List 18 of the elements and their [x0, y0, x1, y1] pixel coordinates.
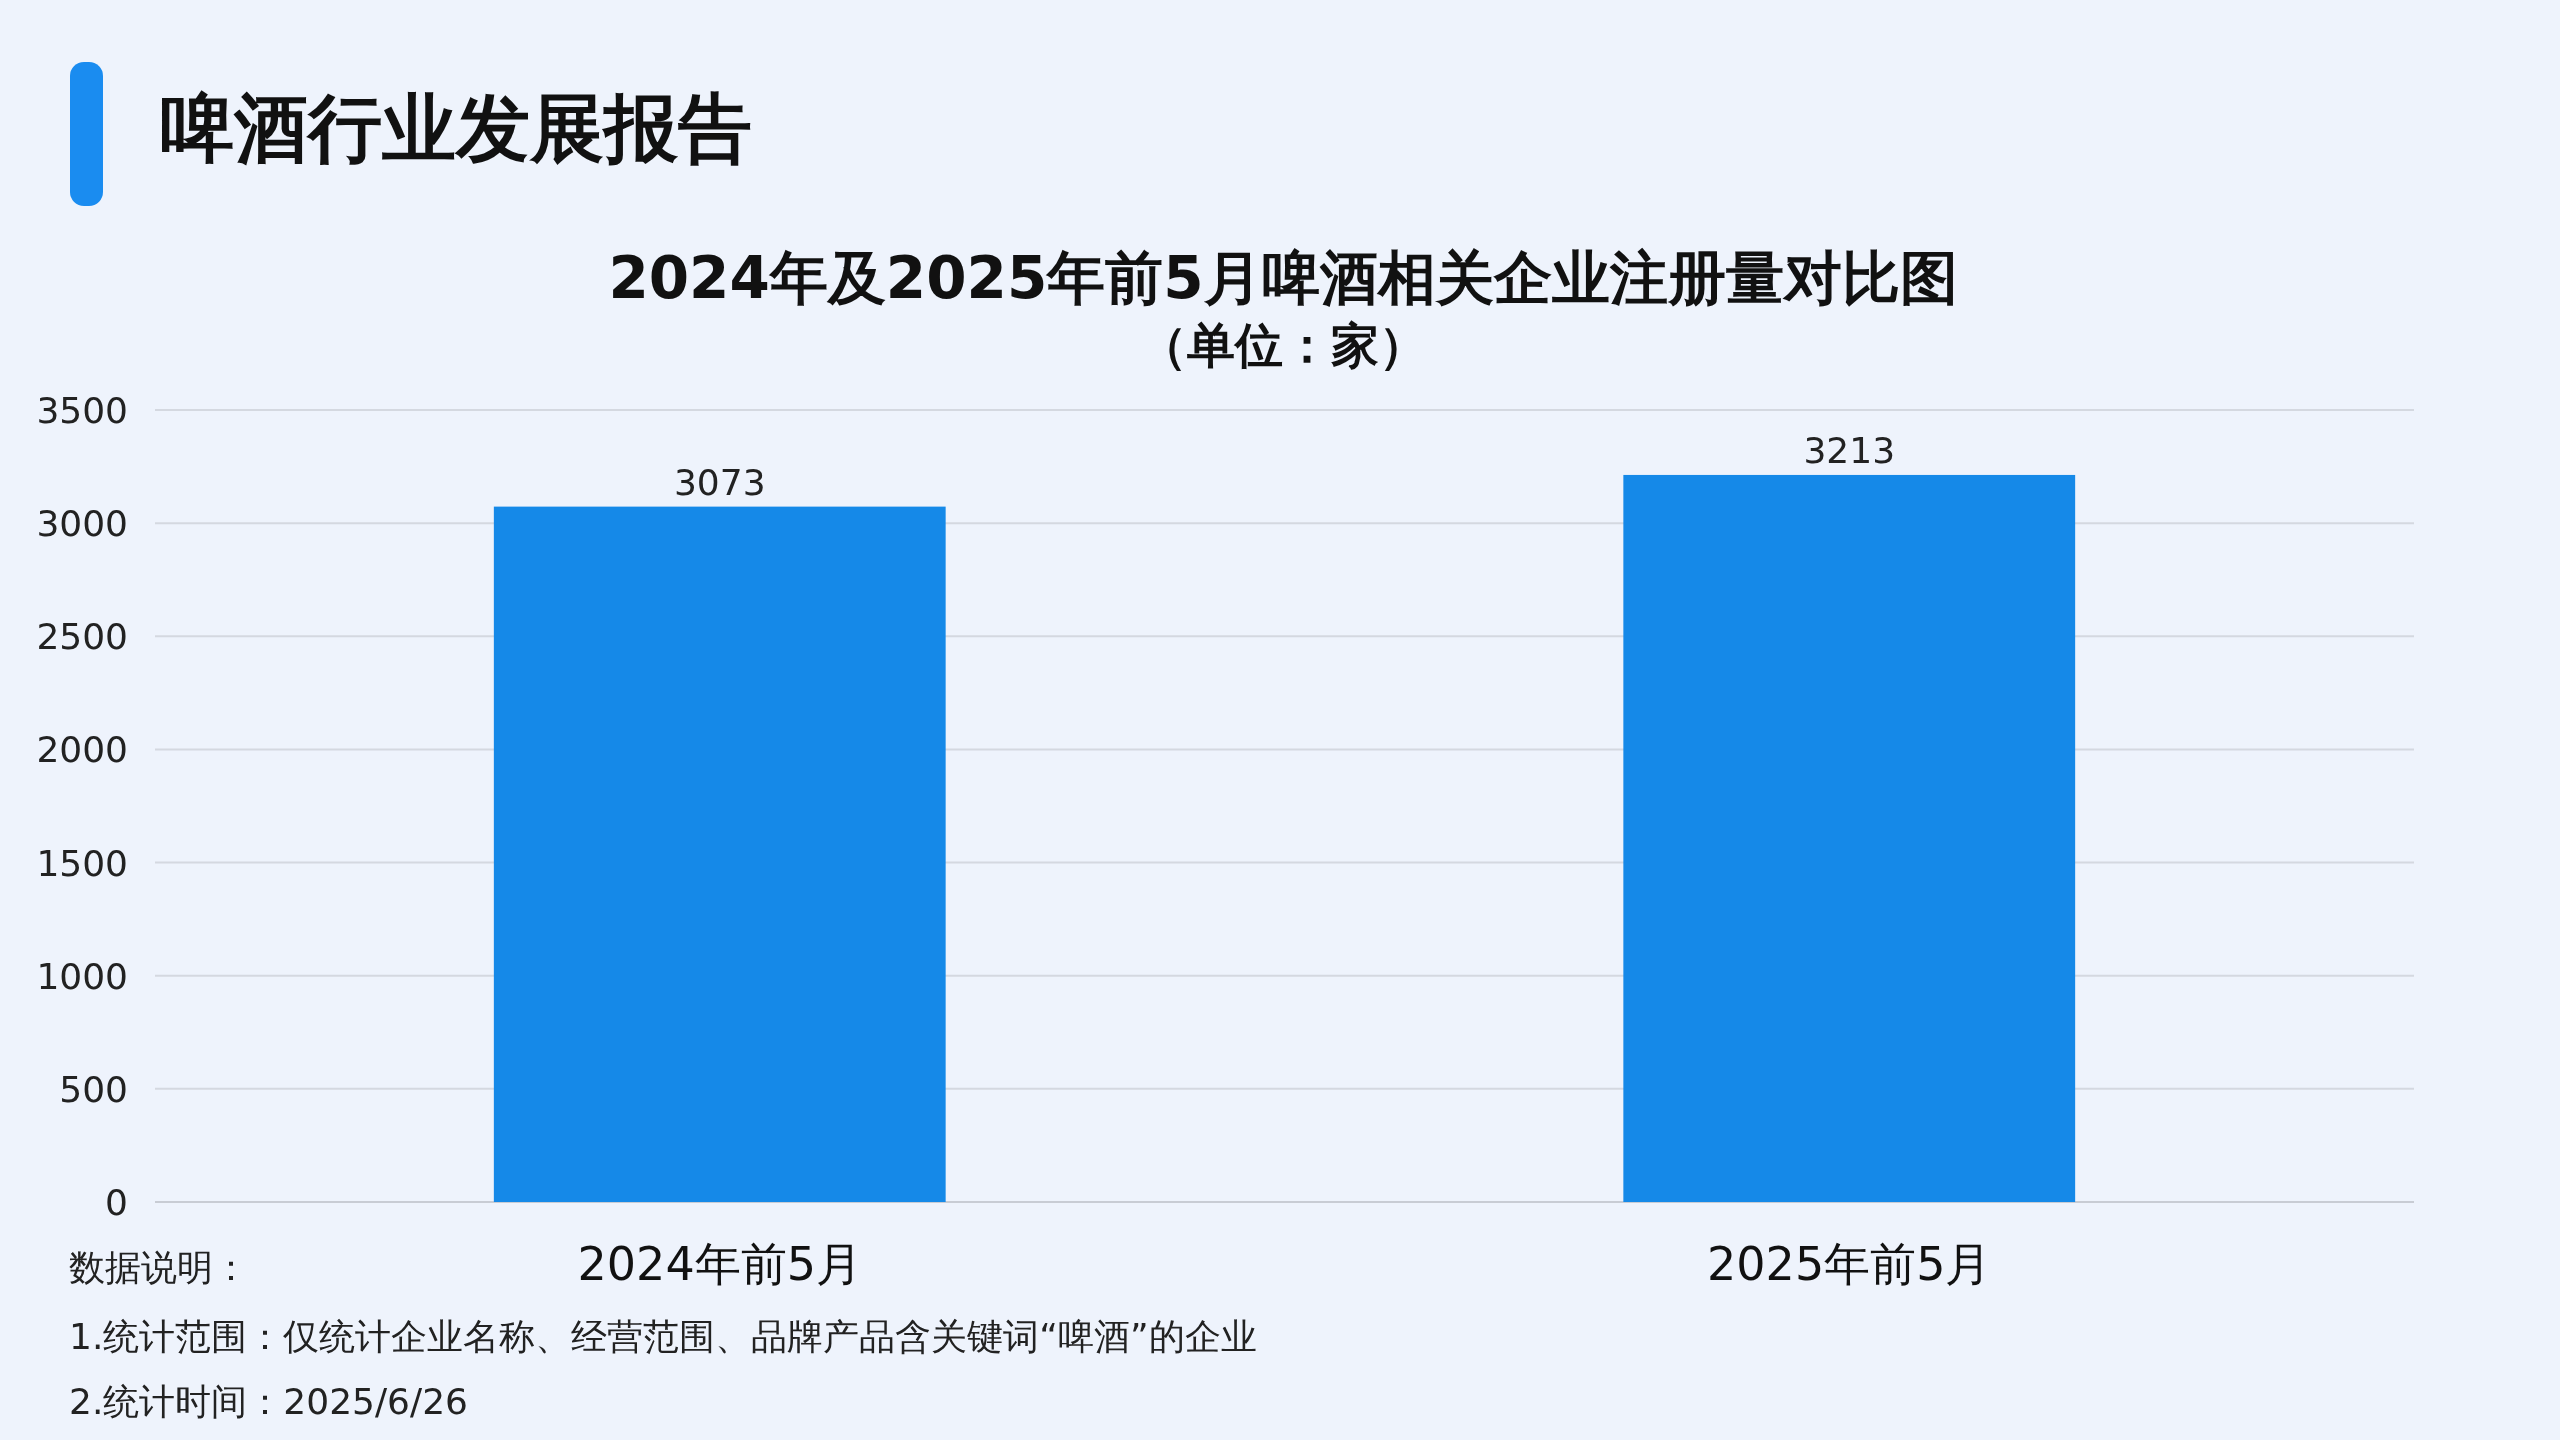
y-tick-label: 500	[59, 1068, 128, 1110]
y-tick-label: 3500	[36, 390, 128, 431]
chart-subtitle: （单位：家）	[1139, 317, 1427, 373]
data-label: 3213	[1803, 429, 1896, 471]
text: 1.统计范围：仅统计企业名称、经营范围、品牌产品含关键词“啤酒”的企业	[69, 1316, 1257, 1357]
y-tick-label: 0	[105, 1182, 128, 1223]
chart-title: 2024年及2025年前5月啤酒相关企业注册量对比图	[608, 244, 1958, 312]
text: 啤酒行业发展报告	[160, 85, 752, 171]
y-tick-label: 3000	[36, 503, 128, 545]
y-tick-label: 1000	[36, 955, 128, 997]
x-tick-label: 2024年前5月	[577, 1237, 862, 1291]
data-label: 3073	[673, 461, 766, 503]
x-tick-label: 2025年前5月	[1707, 1237, 1992, 1291]
text: 数据说明：	[69, 1247, 249, 1288]
y-tick-label: 1500	[36, 842, 128, 884]
y-tick-label: 2000	[36, 729, 128, 771]
y-tick-label: 2500	[36, 616, 128, 658]
text: 2.统计时间：2025/6/26	[69, 1381, 468, 1422]
